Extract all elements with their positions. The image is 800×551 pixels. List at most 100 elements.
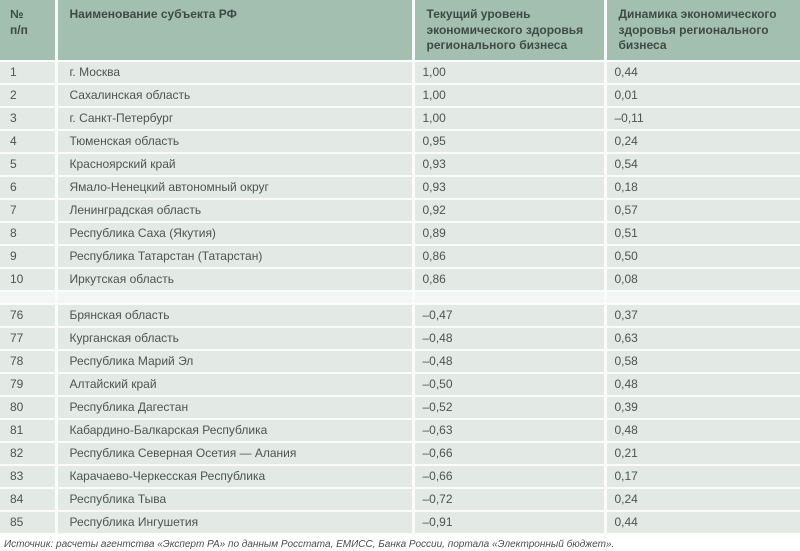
cell-dynamics: 0,44 — [605, 60, 800, 85]
cell-region-name: Республика Дагестан — [56, 395, 415, 420]
cell-current-level: –0,66 — [413, 441, 607, 466]
table-row: 78 Республика Марий Эл –0,48 0,58 — [0, 349, 800, 374]
cell-dynamics: 0,50 — [605, 244, 800, 269]
cell-dynamics: 0,24 — [605, 487, 800, 512]
cell-dynamics: 0,21 — [605, 441, 800, 466]
cell-dynamics: 0,01 — [605, 83, 800, 108]
table-header-row: № п/п Наименование субъекта РФ Текущий у… — [0, 0, 800, 62]
cell-rank: 82 — [0, 441, 58, 466]
cell-current-level: –0,47 — [413, 303, 607, 328]
cell-current-level: –0,63 — [413, 418, 607, 443]
cell-current-level: 0,92 — [413, 198, 607, 223]
cell-rank: 84 — [0, 487, 58, 512]
table-row: 7 Ленинградская область 0,92 0,57 — [0, 198, 800, 223]
cell-current-level: 1,00 — [413, 83, 607, 108]
cell-rank: 76 — [0, 303, 58, 328]
cell-rank: 3 — [0, 106, 58, 131]
cell-region-name: Брянская область — [56, 303, 415, 328]
cell-rank: 81 — [0, 418, 58, 443]
cell-dynamics: 0,57 — [605, 198, 800, 223]
cell-dynamics: 0,37 — [605, 303, 800, 328]
gap-row — [0, 290, 800, 305]
cell-rank: 79 — [0, 372, 58, 397]
cell-rank: 8 — [0, 221, 58, 246]
cell-rank: 78 — [0, 349, 58, 374]
cell-current-level: –0,66 — [413, 464, 607, 489]
cell-dynamics: 0,51 — [605, 221, 800, 246]
cell-rank: 5 — [0, 152, 58, 177]
cell-current-level: –0,48 — [413, 326, 607, 351]
table-row: 3 г. Санкт-Петербург 1,00 –0,11 — [0, 106, 800, 131]
cell-region-name: Ямало-Ненецкий автономный округ — [56, 175, 415, 200]
cell-current-level: 0,93 — [413, 152, 607, 177]
cell-dynamics: 0,54 — [605, 152, 800, 177]
cell-current-level: –0,91 — [413, 510, 607, 535]
cell-current-level: 0,93 — [413, 175, 607, 200]
cell-current-level: –0,50 — [413, 372, 607, 397]
column-header-region: Наименование субъекта РФ — [56, 0, 415, 62]
cell-rank: 83 — [0, 464, 58, 489]
table-row: 79 Алтайский край –0,50 0,48 — [0, 372, 800, 397]
cell-region-name: Тюменская область — [56, 129, 415, 154]
cell-region-name: Республика Ингушетия — [56, 510, 415, 535]
cell-rank: 9 — [0, 244, 58, 269]
column-header-current-level: Текущий уровень экономического здоровья … — [413, 0, 607, 62]
gap-cell — [413, 290, 607, 305]
gap-cell — [0, 290, 58, 305]
cell-current-level: 1,00 — [413, 106, 607, 131]
gap-cell — [605, 290, 800, 305]
cell-dynamics: 0,39 — [605, 395, 800, 420]
regions-economic-health-table: № п/п Наименование субъекта РФ Текущий у… — [0, 0, 800, 535]
table-row: 76 Брянская область –0,47 0,37 — [0, 303, 800, 328]
table-row: 8 Республика Саха (Якутия) 0,89 0,51 — [0, 221, 800, 246]
cell-current-level: –0,52 — [413, 395, 607, 420]
table-row: 6 Ямало-Ненецкий автономный округ 0,93 0… — [0, 175, 800, 200]
cell-rank: 4 — [0, 129, 58, 154]
cell-current-level: 0,86 — [413, 244, 607, 269]
cell-dynamics: 0,58 — [605, 349, 800, 374]
cell-rank: 85 — [0, 510, 58, 535]
cell-dynamics: 0,48 — [605, 418, 800, 443]
cell-region-name: Республика Марий Эл — [56, 349, 415, 374]
table-row: 82 Республика Северная Осетия — Алания –… — [0, 441, 800, 466]
cell-rank: 10 — [0, 267, 58, 292]
gap-cell — [56, 290, 415, 305]
cell-region-name: Алтайский край — [56, 372, 415, 397]
table-row: 1 г. Москва 1,00 0,44 — [0, 60, 800, 85]
table-row: 9 Республика Татарстан (Татарстан) 0,86 … — [0, 244, 800, 269]
column-header-dynamics: Динамика экономического здоровья региона… — [605, 0, 800, 62]
table-row: 2 Сахалинская область 1,00 0,01 — [0, 83, 800, 108]
cell-region-name: г. Москва — [56, 60, 415, 85]
table-row: 80 Республика Дагестан –0,52 0,39 — [0, 395, 800, 420]
cell-current-level: 0,86 — [413, 267, 607, 292]
cell-dynamics: 0,63 — [605, 326, 800, 351]
cell-region-name: Республика Саха (Якутия) — [56, 221, 415, 246]
cell-region-name: г. Санкт-Петербург — [56, 106, 415, 131]
cell-dynamics: 0,44 — [605, 510, 800, 535]
cell-rank: 1 — [0, 60, 58, 85]
cell-region-name: Республика Тыва — [56, 487, 415, 512]
cell-dynamics: 0,17 — [605, 464, 800, 489]
cell-rank: 2 — [0, 83, 58, 108]
cell-current-level: 0,89 — [413, 221, 607, 246]
table-gap-section — [0, 290, 800, 305]
table-row: 10 Иркутская область 0,86 0,08 — [0, 267, 800, 292]
table-row: 85 Республика Ингушетия –0,91 0,44 — [0, 510, 800, 535]
cell-dynamics: 0,18 — [605, 175, 800, 200]
cell-dynamics: 0,24 — [605, 129, 800, 154]
cell-region-name: Иркутская область — [56, 267, 415, 292]
cell-current-level: 0,95 — [413, 129, 607, 154]
table-row: 81 Кабардино-Балкарская Республика –0,63… — [0, 418, 800, 443]
table-body-bottom-ranks: 76 Брянская область –0,47 0,37 77 Курган… — [0, 303, 800, 535]
cell-dynamics: –0,11 — [605, 106, 800, 131]
cell-region-name: Сахалинская область — [56, 83, 415, 108]
table-row: 84 Республика Тыва –0,72 0,24 — [0, 487, 800, 512]
table-row: 4 Тюменская область 0,95 0,24 — [0, 129, 800, 154]
cell-dynamics: 0,48 — [605, 372, 800, 397]
cell-rank: 7 — [0, 198, 58, 223]
cell-region-name: Карачаево-Черкесская Республика — [56, 464, 415, 489]
cell-current-level: 1,00 — [413, 60, 607, 85]
cell-current-level: –0,72 — [413, 487, 607, 512]
cell-region-name: Курганская область — [56, 326, 415, 351]
